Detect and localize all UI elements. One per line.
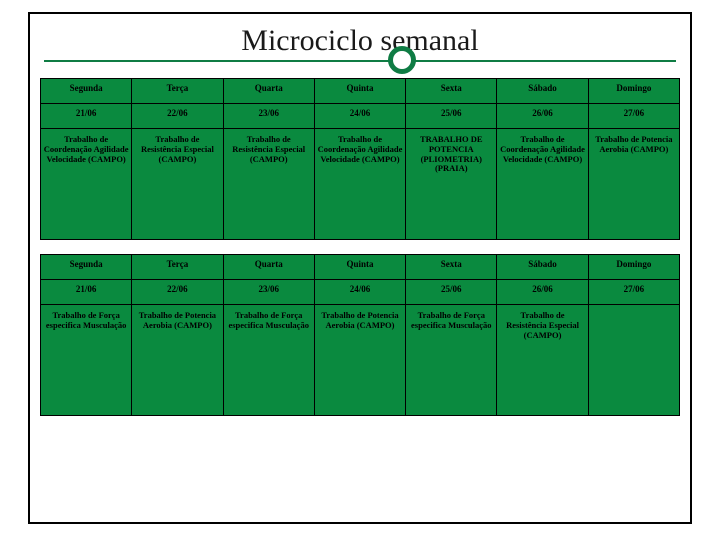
date-cell: 22/06 [132, 280, 223, 305]
date-cell: 24/06 [314, 280, 405, 305]
date-cell: 25/06 [406, 104, 497, 129]
col-header: Domingo [588, 255, 679, 280]
date-cell: 21/06 [41, 104, 132, 129]
date-cell: 23/06 [223, 280, 314, 305]
slide: Microciclo semanal Segunda Terça Quarta … [0, 0, 720, 540]
desc-cell: Trabalho de Coordenação Agilidade Veloci… [314, 129, 405, 240]
col-header: Terça [132, 255, 223, 280]
date-cell: 26/06 [497, 280, 588, 305]
desc-cell: Trabalho de Resistência Especial (CAMPO) [497, 305, 588, 416]
date-cell: 26/06 [497, 104, 588, 129]
title-underline [44, 60, 676, 62]
desc-cell: Trabalho de Resistência Especial (CAMPO) [132, 129, 223, 240]
desc-cell [588, 305, 679, 416]
desc-cell: Trabalho de Potencia Aerobia (CAMPO) [132, 305, 223, 416]
desc-cell: Trabalho de Força especifica Musculação [223, 305, 314, 416]
desc-cell: Trabalho de Força especifica Musculação [41, 305, 132, 416]
col-header: Quinta [314, 255, 405, 280]
date-cell: 25/06 [406, 280, 497, 305]
table-date-row: 21/06 22/06 23/06 24/06 25/06 26/06 27/0… [41, 280, 680, 305]
table-header-row: Segunda Terça Quarta Quinta Sexta Sábado… [41, 255, 680, 280]
schedule-table-2: Segunda Terça Quarta Quinta Sexta Sábado… [40, 254, 680, 416]
col-header: Sexta [406, 255, 497, 280]
desc-cell: Trabalho de Coordenação Agilidade Veloci… [41, 129, 132, 240]
table-desc-row: Trabalho de Força especifica Musculação … [41, 305, 680, 416]
col-header: Sexta [406, 79, 497, 104]
col-header: Quinta [314, 79, 405, 104]
col-header: Quarta [223, 255, 314, 280]
table-desc-row: Trabalho de Coordenação Agilidade Veloci… [41, 129, 680, 240]
schedule-table-1: Segunda Terça Quarta Quinta Sexta Sábado… [40, 78, 680, 240]
table-date-row: 21/06 22/06 23/06 24/06 25/06 26/06 27/0… [41, 104, 680, 129]
title-area: Microciclo semanal [40, 22, 680, 62]
content-area: Segunda Terça Quarta Quinta Sexta Sábado… [40, 78, 680, 510]
desc-cell: Trabalho de Potencia Aerobia (CAMPO) [314, 305, 405, 416]
table-header-row: Segunda Terça Quarta Quinta Sexta Sábado… [41, 79, 680, 104]
col-header: Domingo [588, 79, 679, 104]
col-header: Segunda [41, 255, 132, 280]
date-cell: 21/06 [41, 280, 132, 305]
slide-title: Microciclo semanal [40, 24, 680, 58]
desc-cell: TRABALHO DE POTENCIA (PLIOMETRIA) (PRAIA… [406, 129, 497, 240]
col-header: Sábado [497, 79, 588, 104]
col-header: Terça [132, 79, 223, 104]
desc-cell: Trabalho de Força especifica Musculação [406, 305, 497, 416]
desc-cell: Trabalho de Resistência Especial (CAMPO) [223, 129, 314, 240]
accent-ring-icon [388, 46, 416, 74]
slide-frame: Microciclo semanal Segunda Terça Quarta … [28, 12, 692, 524]
date-cell: 27/06 [588, 280, 679, 305]
date-cell: 23/06 [223, 104, 314, 129]
col-header: Sábado [497, 255, 588, 280]
col-header: Segunda [41, 79, 132, 104]
desc-cell: Trabalho de Coordenação Agilidade Veloci… [497, 129, 588, 240]
col-header: Quarta [223, 79, 314, 104]
desc-cell: Trabalho de Potencia Aerobia (CAMPO) [588, 129, 679, 240]
date-cell: 24/06 [314, 104, 405, 129]
date-cell: 27/06 [588, 104, 679, 129]
table-spacer [40, 240, 680, 254]
date-cell: 22/06 [132, 104, 223, 129]
